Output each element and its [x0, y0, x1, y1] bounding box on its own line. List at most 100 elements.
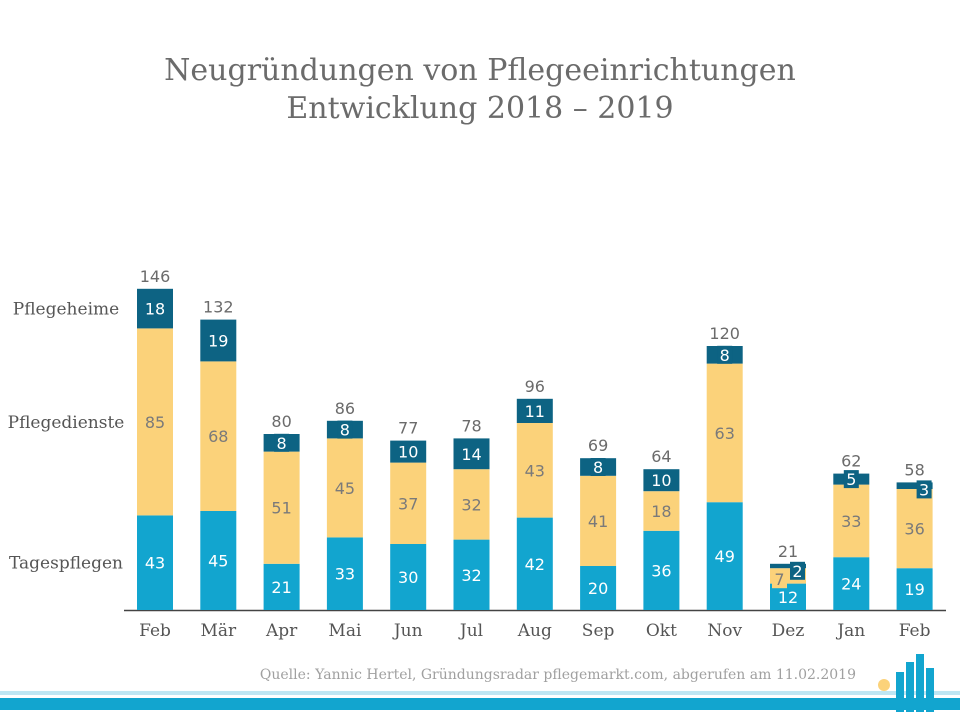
x-tick-label-10: Dez — [772, 621, 805, 641]
label-pflegeheime-2: 8 — [277, 434, 287, 453]
bar-pflegedienste-7 — [580, 475, 617, 566]
x-tick-label-11: Jan — [835, 621, 865, 641]
label-box-pflegeheime-10 — [790, 561, 805, 580]
bar-tagespflegen-8 — [643, 530, 680, 610]
label-pflegeheime-6: 11 — [525, 402, 545, 421]
label-tagespflegen-12: 19 — [904, 580, 924, 599]
bar-tagespflegen-4 — [390, 544, 427, 610]
bar-pflegeheime-10 — [770, 563, 806, 569]
label-tagespflegen-1: 45 — [208, 552, 228, 571]
bar-tagespflegen-11 — [833, 557, 870, 610]
total-label-4: 77 — [398, 419, 418, 438]
bar-tagespflegen-7 — [580, 566, 617, 610]
x-tick-label-9: Nov — [707, 621, 742, 641]
total-label-2: 80 — [271, 412, 291, 431]
bar-pflegeheime-1 — [200, 319, 237, 362]
label-box-pflegeheime-11 — [843, 470, 859, 489]
label-pflegedienste-10: 7 — [774, 570, 784, 589]
label-pflegeheime-5: 14 — [461, 445, 481, 464]
bar-pflegedienste-11 — [833, 484, 870, 558]
label-box-pflegeheime-2 — [274, 433, 290, 452]
total-label-7: 69 — [588, 436, 608, 455]
label-tagespflegen-2: 21 — [271, 578, 291, 597]
label-pflegedienste-5: 32 — [461, 495, 481, 514]
bar-pflegeheime-8 — [643, 469, 680, 492]
total-label-9: 120 — [709, 324, 740, 343]
bar-tagespflegen-12 — [896, 568, 933, 610]
label-tagespflegen-0: 43 — [145, 554, 165, 573]
bar-pflegedienste-9 — [706, 363, 743, 503]
label-pflegeheime-4: 10 — [398, 443, 418, 462]
label-tagespflegen-3: 33 — [335, 565, 355, 584]
total-label-8: 64 — [651, 447, 671, 466]
x-tick-label-7: Sep — [582, 621, 615, 641]
bar-tagespflegen-5 — [453, 539, 490, 610]
x-tick-label-4: Jun — [392, 621, 423, 641]
legend-pflegedienste: Pflegedienste — [8, 413, 125, 433]
total-label-3: 86 — [335, 399, 355, 418]
label-pflegedienste-12: 36 — [904, 520, 924, 539]
bar-pflegedienste-8 — [643, 491, 680, 531]
legend-tagespflegen: Tagespflegen — [9, 554, 123, 574]
label-pflegeheime-9: 8 — [720, 346, 730, 365]
label-pflegeheime-1: 19 — [208, 332, 228, 351]
label-box-pflegeheime-9 — [717, 345, 733, 364]
chart-subtitle: Entwicklung 2018 – 2019 — [286, 91, 674, 126]
bar-pflegedienste-6 — [516, 423, 553, 518]
label-tagespflegen-7: 20 — [588, 579, 608, 598]
label-tagespflegen-9: 49 — [715, 547, 735, 566]
x-tick-label-5: Jul — [458, 621, 483, 641]
bar-tagespflegen-3 — [326, 537, 363, 610]
label-tagespflegen-4: 30 — [398, 568, 418, 587]
label-pflegedienste-3: 45 — [335, 479, 355, 498]
label-tagespflegen-5: 32 — [461, 566, 481, 585]
bar-pflegedienste-1 — [200, 361, 237, 511]
bar-tagespflegen-9 — [706, 502, 743, 610]
label-pflegedienste-1: 68 — [208, 427, 228, 446]
label-pflegedienste-11: 33 — [841, 512, 861, 531]
x-tick-label-3: Mai — [328, 621, 362, 641]
label-pflegedienste-2: 51 — [271, 499, 291, 518]
bar-tagespflegen-1 — [200, 511, 237, 610]
total-label-10: 21 — [778, 542, 798, 561]
label-pflegeheime-3: 8 — [340, 421, 350, 440]
x-tick-label-2: Apr — [265, 621, 298, 641]
label-box-pflegeheime-12 — [916, 480, 932, 499]
bar-tagespflegen-0 — [137, 515, 173, 610]
label-box-pflegeheime-3 — [337, 420, 353, 439]
bar-pflegedienste-2 — [263, 451, 300, 564]
label-pflegeheime-0: 18 — [145, 300, 165, 319]
x-tick-label-1: Mär — [200, 621, 237, 641]
bar-pflegeheime-5 — [453, 438, 490, 470]
bar-pflegedienste-4 — [390, 462, 427, 544]
label-pflegedienste-0: 85 — [145, 413, 165, 432]
label-pflegedienste-7: 41 — [588, 512, 608, 531]
label-pflegeheime-7: 8 — [593, 458, 603, 477]
source-note: Quelle: Yannic Hertel, Gründungsradar pf… — [259, 667, 856, 683]
bar-pflegedienste-3 — [326, 438, 363, 538]
label-tagespflegen-10: 12 — [778, 588, 798, 607]
label-box-pflegeheime-7 — [590, 458, 606, 476]
total-label-1: 132 — [203, 298, 234, 317]
label-tagespflegen-6: 42 — [525, 555, 545, 574]
label-pflegeheime-10: 2 — [792, 562, 802, 581]
total-label-11: 62 — [841, 452, 861, 471]
label-pflegedienste-6: 43 — [525, 461, 545, 480]
bar-pflegeheime-12 — [896, 482, 933, 489]
x-tick-label-8: Okt — [646, 621, 677, 641]
total-label-12: 58 — [904, 460, 924, 479]
total-label-5: 78 — [461, 416, 481, 435]
label-tagespflegen-11: 24 — [841, 575, 861, 594]
label-tagespflegen-8: 36 — [651, 561, 671, 580]
label-pflegeheime-11: 5 — [846, 470, 856, 489]
chart-title: Neugründungen von Pflegeeinrichtungen — [164, 53, 796, 88]
label-pflegedienste-4: 37 — [398, 494, 418, 513]
label-pflegeheime-12: 3 — [919, 480, 929, 499]
x-tick-label-0: Feb — [139, 621, 171, 641]
bar-pflegeheime-6 — [516, 398, 553, 423]
bar-pflegeheime-0 — [137, 288, 173, 329]
label-pflegeheime-8: 10 — [651, 471, 671, 490]
total-label-0: 146 — [140, 267, 171, 286]
bar-tagespflegen-6 — [516, 517, 553, 610]
